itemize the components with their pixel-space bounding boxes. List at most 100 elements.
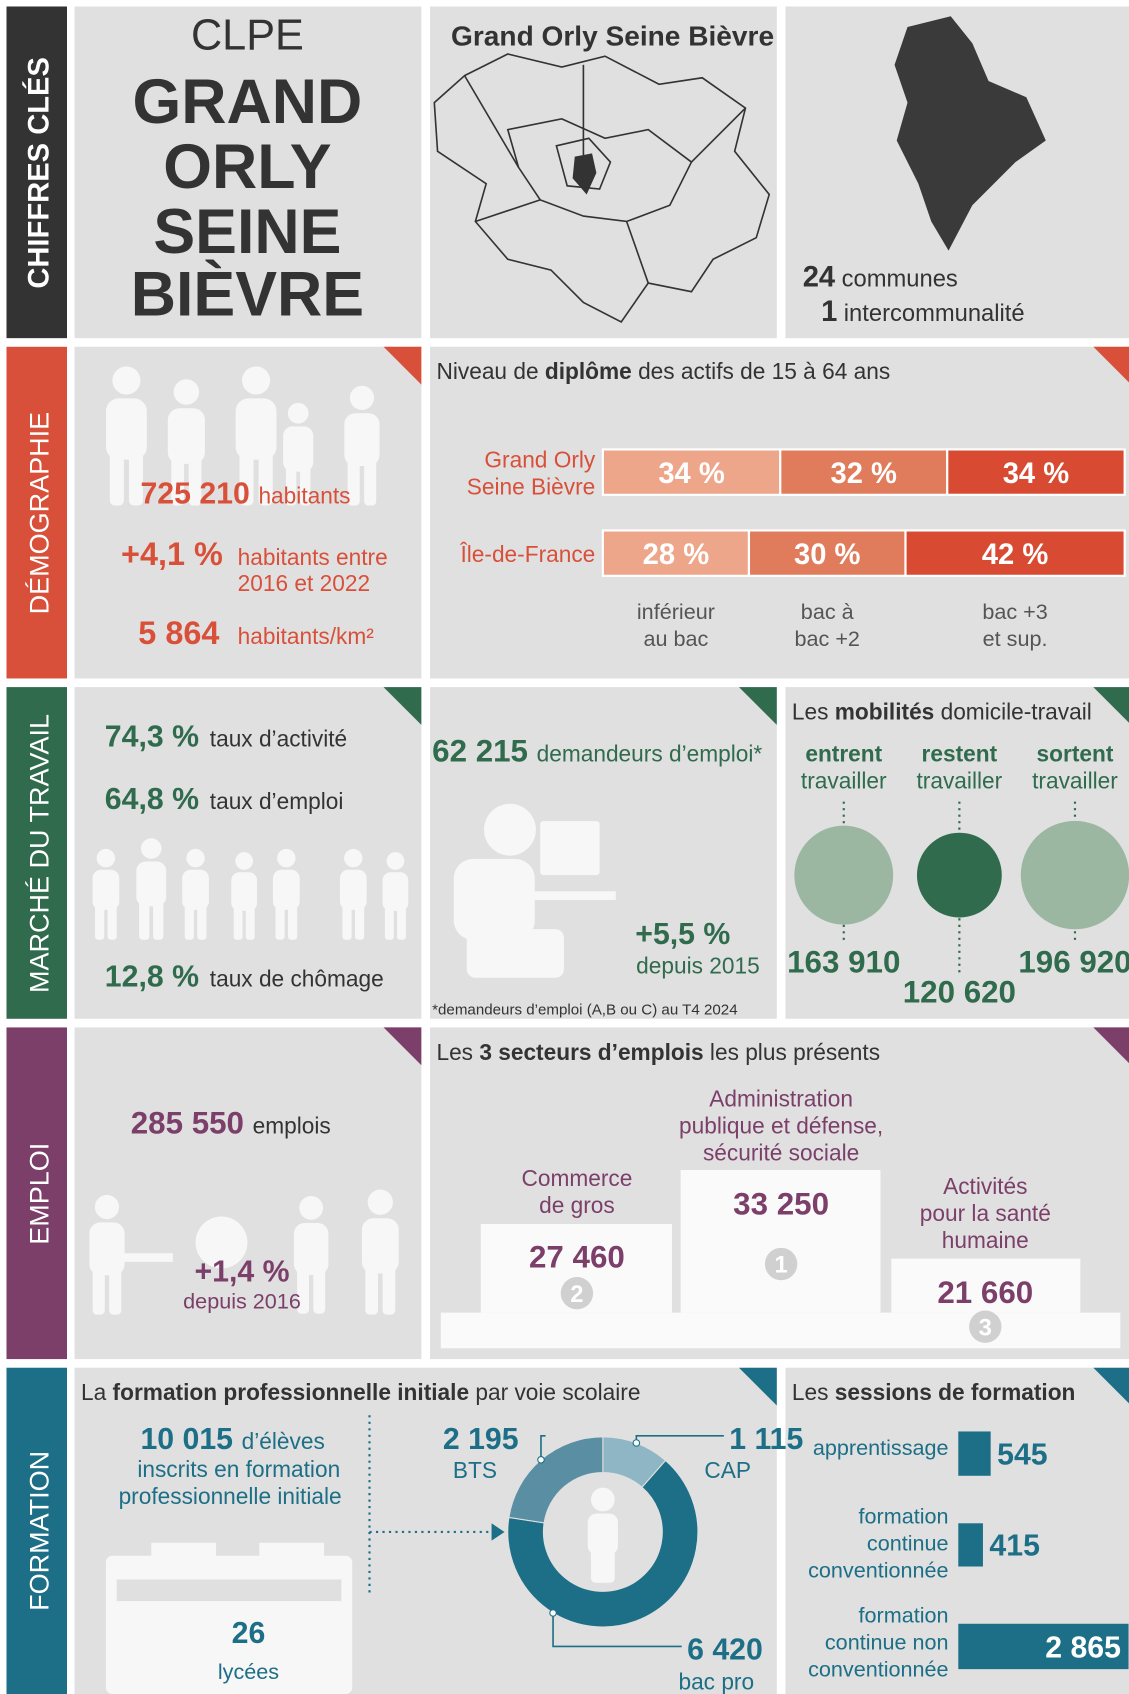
session-label: conventionnée <box>808 1557 948 1582</box>
session-value: 2 865 <box>1045 1631 1121 1664</box>
value: 285 550 <box>131 1105 244 1140</box>
podium <box>440 1170 1121 1349</box>
session-label: formation <box>859 1503 949 1528</box>
decoration <box>6 6 67 339</box>
series-name: Grand Orly <box>484 446 596 472</box>
value: 64,8 % <box>105 783 199 816</box>
donut-value: 2 195 <box>443 1423 519 1456</box>
density: 5 864 <box>138 615 219 651</box>
growth-label: habitants entre <box>238 544 388 570</box>
bar-segment <box>747 529 907 577</box>
donut-category: bac pro <box>678 1669 754 1694</box>
value-label: 30 % <box>794 539 861 571</box>
icon-legs <box>590 1548 615 1583</box>
decoration <box>259 1542 325 1565</box>
schools-count: 26 <box>232 1617 266 1650</box>
decoration <box>506 117 693 223</box>
jobs: 285 550 emplois <box>131 1105 331 1140</box>
demography-figures: 725 210 habitants +4,1 % habitants entre … <box>121 477 388 650</box>
sector-value: 33 250 <box>733 1186 829 1221</box>
decoration <box>6 1367 67 1694</box>
icon-body <box>587 1513 618 1555</box>
rank: 1 <box>775 1252 788 1279</box>
sector-name: publique et défense, <box>679 1112 883 1138</box>
jobseekers-change-label: depuis 2015 <box>636 952 760 978</box>
schools-label: lycées <box>218 1659 279 1684</box>
title-part: La <box>81 1379 113 1405</box>
decoration <box>433 53 771 323</box>
decoration <box>74 1027 422 1360</box>
decoration <box>891 1258 1081 1313</box>
stat: 12,8 % taux de chômage <box>105 960 384 993</box>
bar-segment <box>601 448 782 496</box>
footnote: *demandeurs d’emploi (A,B ou C) au T4 20… <box>432 1001 737 1018</box>
title-part: Les <box>792 699 835 725</box>
decoration <box>463 75 747 284</box>
rank: 3 <box>979 1314 992 1341</box>
labour-stats: 74,3 % taux d’activité 64,8 % taux d’emplo… <box>105 721 384 994</box>
section-label: MARCHÉ DU TRAVAIL <box>25 714 55 993</box>
jobseekers-change: +5,5 % <box>635 918 730 951</box>
decoration <box>453 858 535 940</box>
decoration <box>74 687 422 1019</box>
flow-value: 163 910 <box>787 944 900 979</box>
value-label: 32 % <box>831 458 898 490</box>
decoration <box>440 1312 1121 1349</box>
region-map <box>433 53 771 323</box>
students-count: 10 015 d’élèves <box>140 1423 324 1456</box>
decoration <box>151 1542 217 1565</box>
decoration <box>738 1367 777 1406</box>
session-bar <box>958 1523 983 1567</box>
growth-label: 2016 et 2022 <box>238 570 370 596</box>
bar-segment <box>946 448 1126 496</box>
level-label: au bac <box>643 626 708 651</box>
connector <box>368 1415 492 1597</box>
title-part: Les <box>436 1039 479 1065</box>
section-label: DÉMOGRAPHIE <box>25 412 55 615</box>
map-title: Grand Orly Seine Bièvre <box>451 20 774 51</box>
session-value: 545 <box>997 1438 1047 1471</box>
arrow-head <box>491 1523 505 1541</box>
name-line: GRAND <box>133 67 363 137</box>
sessions-chart: apprentissage 545formationcontinueconvent… <box>808 1431 1129 1682</box>
decoration <box>383 687 422 725</box>
decoration <box>429 346 1129 679</box>
bar-segment <box>779 448 949 496</box>
value-label: 42 % <box>982 539 1049 571</box>
territory-name: GRAND ORLY SEINE BIÈVRE <box>131 67 364 329</box>
flow-label: travailler <box>917 768 1003 794</box>
value-label: 34 % <box>658 458 725 490</box>
flow-value: 120 620 <box>903 975 1016 1010</box>
sector-name: Administration <box>709 1085 853 1111</box>
corner-marks <box>383 346 1129 1406</box>
growth: +4,1 % <box>121 536 223 572</box>
interco: 1 intercommunalité <box>821 296 1025 328</box>
level-label: bac +3 <box>982 599 1047 624</box>
label: emplois <box>253 1112 331 1138</box>
decoration <box>6 687 67 1019</box>
sectors-title: Les 3 secteurs d’emplois les plus présen… <box>436 1039 880 1065</box>
session-label: continue non <box>825 1630 949 1655</box>
bar-segment <box>904 529 1126 577</box>
title-part: Les <box>792 1379 835 1405</box>
rank-badge <box>969 1310 1002 1343</box>
student-icon <box>587 1487 618 1583</box>
value: 725 210 <box>140 477 249 510</box>
students: 10 015 d’élèves inscrits en formation pro… <box>119 1423 342 1509</box>
leader-line <box>540 1434 546 1460</box>
title-part: formation professionnelle initiale <box>113 1379 470 1405</box>
session-bar <box>958 1431 991 1476</box>
decoration <box>195 1216 248 1269</box>
sessions-title: Les sessions de formation <box>792 1379 1076 1405</box>
label: intercommunalité <box>844 300 1025 327</box>
count: 24 <box>803 261 836 293</box>
decoration <box>74 6 422 339</box>
section-label: EMPLOI <box>25 1143 55 1245</box>
flow-label: travailler <box>1032 768 1118 794</box>
sector-name: Activités <box>943 1173 1027 1199</box>
section-label: CHIFFRES CLÉS <box>22 57 56 289</box>
title-part: par voie scolaire <box>469 1379 640 1405</box>
